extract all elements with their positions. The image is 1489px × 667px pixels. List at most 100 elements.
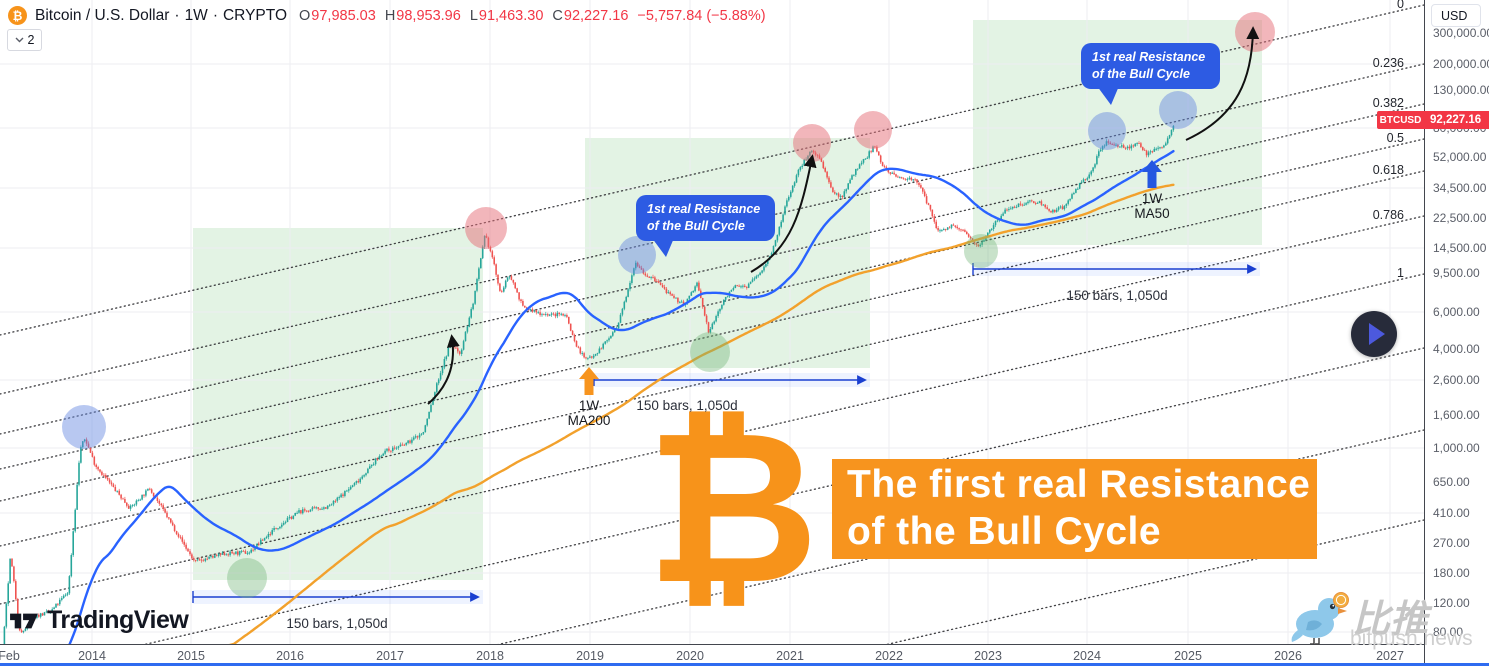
time-axis[interactable]: Feb 2014 2015 2016 2017 2018 2019 2020 2021 2022 2… bbox=[0, 644, 1489, 667]
fib-channel-line[interactable] bbox=[0, 138, 1424, 470]
trend-arrow bbox=[1185, 26, 1260, 141]
price-axis-label: 270.00 bbox=[1433, 536, 1470, 550]
price-chart[interactable] bbox=[0, 0, 1424, 644]
highlight-circle-green bbox=[964, 234, 998, 268]
price-axis[interactable]: USD 300,000.00200,000.00130,000.0080,000… bbox=[1424, 0, 1489, 666]
price-axis-label: 1,000.00 bbox=[1433, 441, 1480, 455]
highlight-circle-red bbox=[465, 207, 507, 249]
price-axis-label: 650.00 bbox=[1433, 475, 1470, 489]
highlight-circle-red bbox=[1235, 12, 1275, 52]
highlight-box bbox=[585, 138, 870, 368]
price-axis-label: 120.00 bbox=[1433, 596, 1470, 610]
fib-channel-line[interactable] bbox=[0, 4, 1424, 336]
play-icon bbox=[1369, 323, 1385, 345]
ohlc-high: H98,953.96 bbox=[384, 7, 461, 24]
highlight-circle-red bbox=[854, 111, 892, 149]
time-axis-label: 2023 bbox=[974, 649, 1002, 663]
highlight-circle-green bbox=[690, 332, 730, 372]
fib-level-label: 0.236 bbox=[1372, 56, 1404, 70]
twitter-bird-icon bbox=[1291, 592, 1349, 645]
ohlc-low: L91,463.30 bbox=[469, 7, 544, 24]
time-axis-label: 2016 bbox=[276, 649, 304, 663]
highlight-circle-blue bbox=[618, 236, 656, 274]
price-axis-label: 1,600.00 bbox=[1433, 408, 1480, 422]
time-axis-label: 2026 bbox=[1274, 649, 1302, 663]
timeframe[interactable]: 1W bbox=[184, 6, 208, 24]
fib-level-label: 0.382 bbox=[1372, 96, 1404, 110]
ma-line-200[interactable] bbox=[1, 183, 1175, 644]
fib-channel-line[interactable] bbox=[0, 273, 1424, 605]
price-axis-label: 14,500.00 bbox=[1433, 241, 1487, 255]
price-axis-label: 80.00 bbox=[1433, 625, 1464, 639]
price-axis-label: 200,000.00 bbox=[1433, 57, 1489, 71]
callout-tail bbox=[1097, 86, 1119, 105]
time-axis-label: 2021 bbox=[776, 649, 804, 663]
headline-banner: The first real Resistance of the Bull Cy… bbox=[832, 459, 1317, 559]
time-axis-label: 2024 bbox=[1073, 649, 1101, 663]
currency-toggle-button[interactable]: USD bbox=[1431, 4, 1481, 27]
measure-tool-label[interactable]: 150 bars, 1,050d bbox=[1066, 288, 1168, 303]
fib-level-label: 0 bbox=[1397, 0, 1404, 11]
ma-line-50[interactable] bbox=[1, 149, 1175, 644]
ma-marker-arrow-icon bbox=[579, 367, 599, 395]
price-axis-label: 6,000.00 bbox=[1433, 305, 1480, 319]
fib-channel-line[interactable] bbox=[0, 170, 1424, 502]
ohlc-values: O97,985.03 H98,953.96 L91,463.30 C92,227… bbox=[299, 8, 766, 24]
bitpush-cjk-watermark: 比推 bbox=[1352, 597, 1429, 641]
fib-channel-line[interactable] bbox=[0, 103, 1424, 435]
ma-marker-label: 1W MA50 bbox=[1134, 191, 1170, 221]
fib-channel-line[interactable] bbox=[0, 347, 1424, 644]
price-axis-label: 34,500.00 bbox=[1433, 181, 1487, 195]
time-axis-label: 2019 bbox=[576, 649, 604, 663]
price-axis-label: 4,000.00 bbox=[1433, 342, 1480, 356]
price-axis-label: 130,000.00 bbox=[1433, 83, 1489, 97]
fib-level-label: 0.5 bbox=[1386, 131, 1404, 145]
time-axis-label: 2014 bbox=[78, 649, 106, 663]
time-axis-label: 2020 bbox=[676, 649, 704, 663]
price-axis-label: 410.00 bbox=[1433, 506, 1470, 520]
highlight-circle-red bbox=[793, 124, 831, 162]
ma-marker-label: 1W MA200 bbox=[567, 398, 611, 428]
ohlc-close: C92,227.16 bbox=[552, 7, 629, 24]
fib-level-label: 0.786 bbox=[1372, 208, 1404, 222]
symbol-header: ₿ Bitcoin / U.S. Dollar · 1W · CRYPTO O97,98… bbox=[8, 6, 766, 25]
chevron-down-icon bbox=[15, 37, 24, 43]
tradingview-mark-icon bbox=[10, 613, 38, 628]
price-axis-label: 180.00 bbox=[1433, 566, 1470, 580]
fib-channel-line[interactable] bbox=[0, 215, 1424, 547]
ma-marker-arrow-icon bbox=[1142, 160, 1162, 188]
symbol-name: Bitcoin / U.S. Dollar bbox=[35, 6, 170, 24]
price-axis-label: 9,500.00 bbox=[1433, 266, 1480, 280]
trend-arrow bbox=[750, 154, 817, 273]
fib-channel-line[interactable] bbox=[0, 429, 1424, 644]
price-axis-label: 22,500.00 bbox=[1433, 211, 1487, 225]
highlight-circle-green bbox=[227, 558, 267, 598]
bitpush-url-watermark: bitpush.news bbox=[1350, 627, 1473, 650]
time-axis-label: 2015 bbox=[177, 649, 205, 663]
highlight-circle-blue bbox=[1088, 112, 1126, 150]
last-price-tag: BTCUSD 92,227.16 bbox=[1377, 111, 1489, 129]
play-button[interactable] bbox=[1351, 311, 1397, 357]
ohlc-open: O97,985.03 bbox=[299, 7, 376, 24]
annotation-callout[interactable]: 1st real Resistance of the Bull Cycle bbox=[636, 195, 775, 257]
trend-arrow bbox=[427, 334, 460, 405]
time-axis-label: Feb bbox=[0, 649, 20, 663]
tradingview-logo[interactable]: TradingView bbox=[8, 606, 189, 635]
bitcoin-icon: ₿ bbox=[8, 6, 27, 25]
price-axis-label: 300,000.00 bbox=[1433, 26, 1489, 40]
time-axis-label: 2018 bbox=[476, 649, 504, 663]
annotation-callout[interactable]: 1st real Resistance of the Bull Cycle bbox=[1081, 43, 1220, 105]
callout-tail bbox=[652, 238, 674, 257]
time-axis-label: 2027 bbox=[1376, 649, 1404, 663]
price-axis-label: 52,000.00 bbox=[1433, 150, 1487, 164]
time-axis-label: 2025 bbox=[1174, 649, 1202, 663]
measure-tool-label[interactable]: 150 bars, 1,050d bbox=[636, 398, 738, 413]
measure-tool-label[interactable]: 150 bars, 1,050d bbox=[286, 616, 388, 631]
symbol-title[interactable]: Bitcoin / U.S. Dollar · 1W · CRYPTO bbox=[35, 6, 288, 24]
price-axis-label: 2,600.00 bbox=[1433, 373, 1480, 387]
fib-level-label: 1 bbox=[1397, 266, 1404, 280]
fib-level-label: 0.618 bbox=[1372, 163, 1404, 177]
indicators-collapse-chip[interactable]: 2 bbox=[7, 29, 42, 51]
price-change: −5,757.84 (−5.88%) bbox=[637, 7, 766, 24]
